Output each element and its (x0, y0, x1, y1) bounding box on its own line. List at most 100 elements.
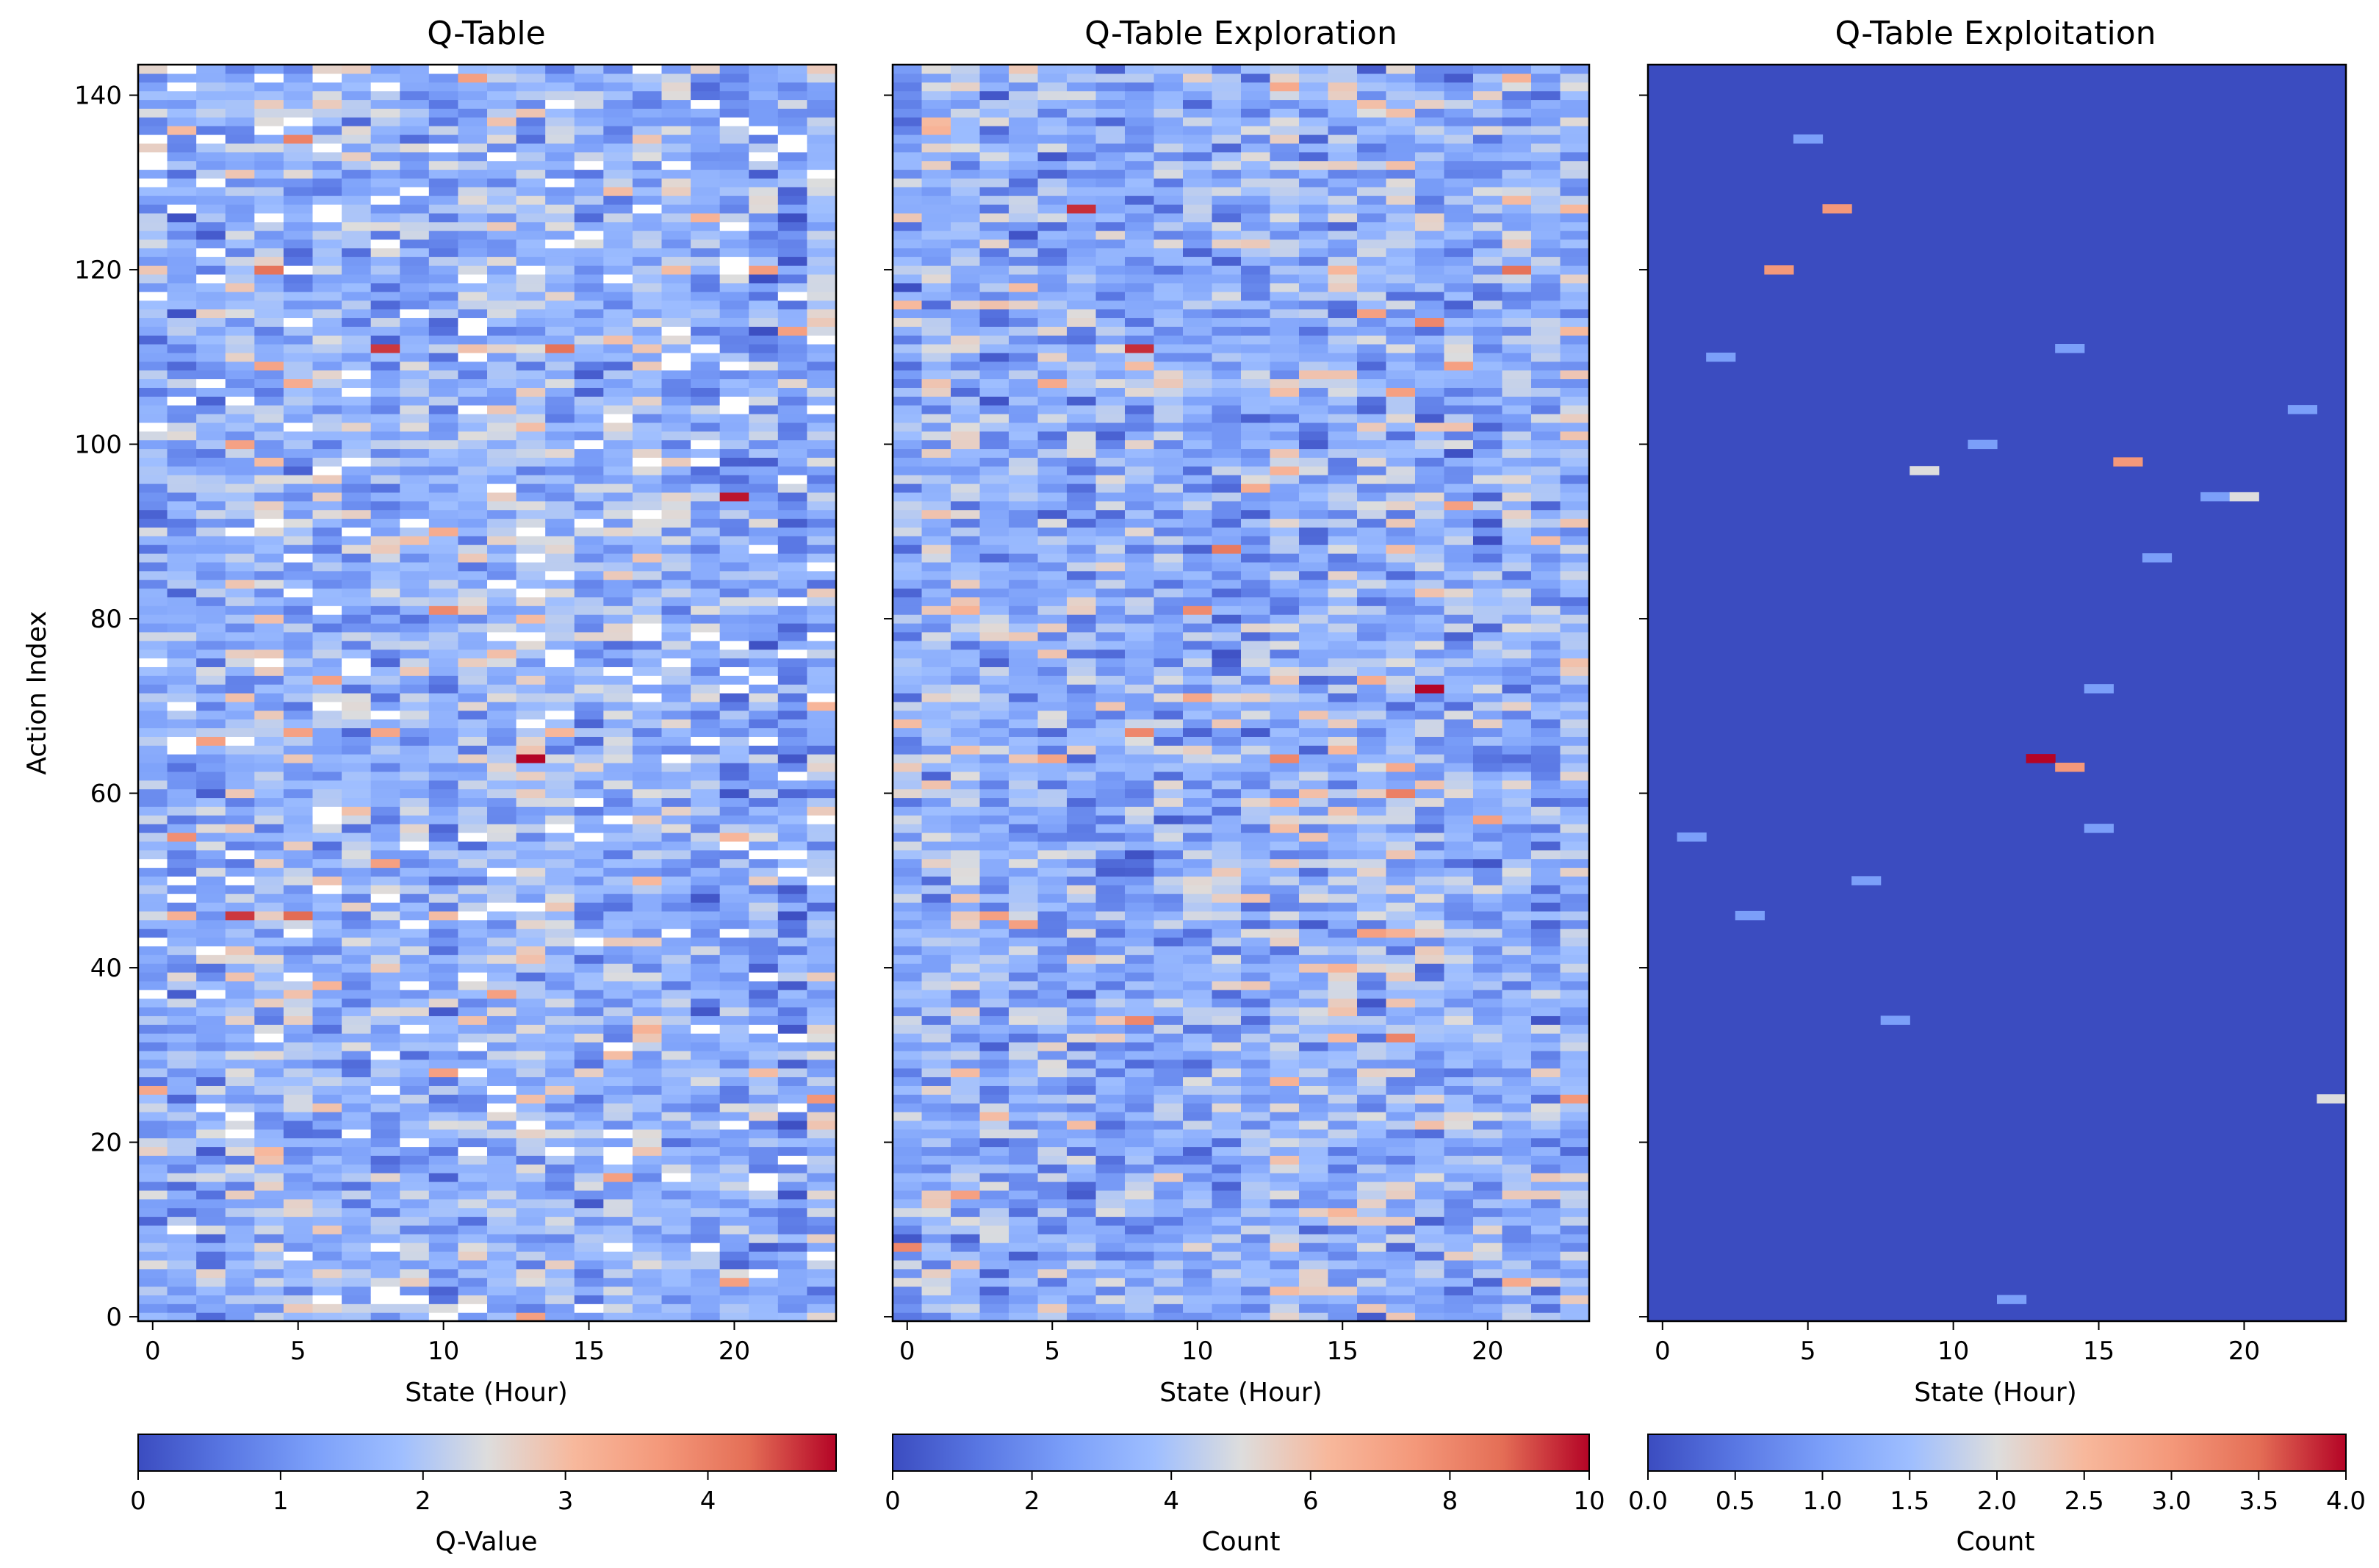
heatmap-cell (225, 134, 255, 144)
heatmap-cell (1067, 579, 1097, 589)
heatmap-cell (1095, 239, 1126, 248)
heatmap-cell (545, 849, 575, 860)
heatmap-cell (370, 727, 400, 737)
heatmap-cell (777, 134, 808, 144)
heatmap-cell (603, 719, 633, 729)
heatmap-cell (196, 1024, 226, 1034)
heatmap-cell (1125, 824, 1155, 833)
heatmap-cell (458, 500, 488, 511)
heatmap-cell (254, 693, 284, 702)
heatmap-cell (516, 483, 546, 493)
heatmap-cell (749, 1242, 779, 1252)
heatmap-cell (979, 954, 1009, 964)
heatmap-cell (400, 989, 430, 999)
heatmap-cell (749, 701, 779, 711)
heatmap-cell (1153, 335, 1184, 345)
heatmap-cell (458, 1234, 488, 1243)
heatmap-cell (574, 561, 604, 572)
heatmap-cell (921, 82, 951, 92)
heatmap-cell (196, 1295, 226, 1304)
heatmap-cell (1037, 195, 1068, 205)
heatmap-cell (516, 963, 546, 973)
heatmap-cell (370, 160, 400, 170)
heatmap-cell (632, 763, 663, 772)
heatmap-cell (1153, 317, 1184, 327)
heatmap-cell (1183, 1007, 1213, 1016)
heatmap-cell (196, 239, 226, 248)
heatmap-cell (921, 710, 951, 720)
heatmap-cell (1067, 1190, 1097, 1200)
heatmap-cell (1037, 684, 1068, 694)
heatmap-cell (487, 710, 517, 720)
heatmap-cell (400, 1295, 430, 1304)
heatmap-cell (1009, 1234, 1039, 1243)
heatmap-cell (691, 387, 721, 397)
heatmap-cell (545, 885, 575, 894)
heatmap-cell (370, 1042, 400, 1051)
heatmap-cell (1153, 588, 1184, 597)
heatmap-cell (1067, 99, 1097, 109)
heatmap-cell (283, 780, 314, 790)
heatmap-cell (516, 1068, 546, 1078)
heatmap-cell (807, 265, 837, 275)
heatmap-cell (749, 265, 779, 275)
heatmap-cell (545, 570, 575, 580)
heatmap-cell (545, 719, 575, 729)
heatmap-cell (283, 509, 314, 519)
heatmap-cell (1183, 1146, 1213, 1156)
heatmap-cell (749, 361, 779, 371)
heatmap-cell (545, 256, 575, 266)
heatmap-cell (428, 788, 459, 799)
heatmap-cell (400, 335, 430, 345)
heatmap-cell (1125, 405, 1155, 414)
heatmap-cell (1125, 797, 1155, 807)
heatmap-cell (545, 126, 575, 135)
heatmap-cell (1067, 439, 1097, 450)
heatmap-cell (458, 73, 488, 83)
heatmap-cell (893, 509, 923, 519)
heatmap-cell (545, 1225, 575, 1234)
heatmap-cell (370, 998, 400, 1008)
heatmap-cell (893, 108, 923, 118)
heatmap-cell (749, 588, 779, 597)
heatmap-cell (661, 972, 691, 982)
heatmap-cell (283, 1076, 314, 1086)
heatmap-cell (342, 90, 372, 101)
heatmap-cell (516, 536, 546, 545)
heatmap-cell (487, 841, 517, 851)
heatmap-cell (545, 954, 575, 964)
heatmap-cell (516, 414, 546, 423)
heatmap-cell (400, 806, 430, 816)
heatmap-cell (1067, 500, 1097, 511)
heatmap-cell (979, 248, 1009, 257)
heatmap-cell (1037, 1286, 1068, 1295)
heatmap-cell (1067, 1007, 1097, 1016)
heatmap-cell (603, 570, 633, 580)
heatmap-cell (138, 439, 168, 450)
heatmap-cell (196, 378, 226, 388)
heatmap-cell (1067, 1112, 1097, 1121)
heatmap-cell (196, 623, 226, 633)
heatmap-cell (1009, 282, 1039, 292)
heatmap-cell (1125, 658, 1155, 667)
heatmap-cell (1037, 134, 1068, 144)
heatmap-cell (777, 396, 808, 406)
heatmap-cell (225, 335, 255, 345)
heatmap-cell (428, 160, 459, 170)
heatmap-cell (691, 1015, 721, 1025)
heatmap-cell (400, 65, 430, 74)
heatmap-cell (574, 902, 604, 912)
heatmap-cell (951, 248, 981, 257)
heatmap-cell (719, 954, 749, 964)
heatmap-cell (516, 1094, 546, 1104)
heatmap-cell (979, 1312, 1009, 1322)
panel-title: Q-Table (427, 15, 545, 52)
heatmap-cell (400, 1137, 430, 1148)
heatmap-cell (1095, 1216, 1126, 1226)
heatmap-cell (632, 1137, 663, 1148)
heatmap-cell (167, 396, 197, 406)
heatmap-cell (603, 1198, 633, 1209)
heatmap-cell (400, 1076, 430, 1086)
heatmap-cell (1067, 640, 1097, 650)
heatmap-cell (254, 160, 284, 170)
